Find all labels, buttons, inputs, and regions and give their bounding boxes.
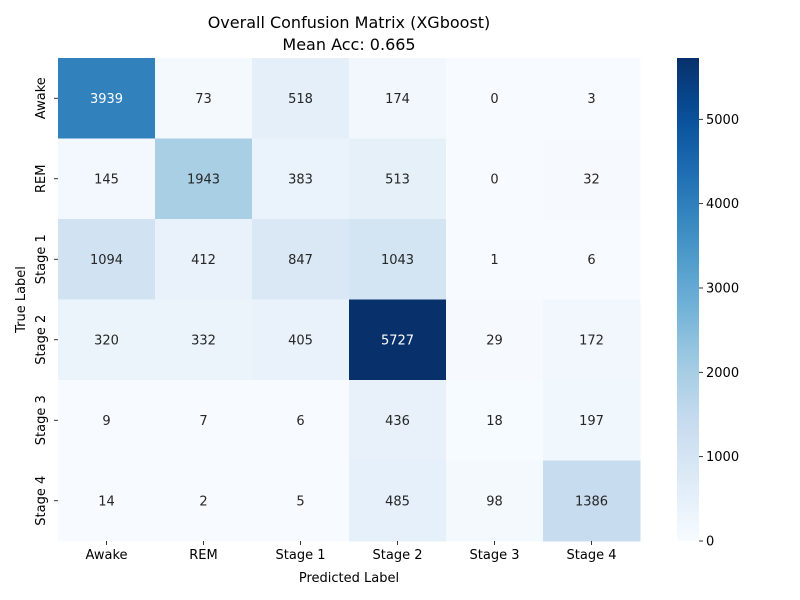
heatmap-cell: [543, 219, 641, 300]
heatmap-cell: [252, 219, 350, 300]
cell-value-label: 332: [191, 333, 216, 348]
cell-value-label: 1043: [381, 253, 414, 268]
y-tick-label: Stage 3: [34, 395, 49, 445]
cell-value-label: 14: [98, 494, 115, 509]
cell-value-label: 5727: [381, 333, 414, 348]
cell-value-label: 405: [288, 333, 313, 348]
y-tick-label: Stage 2: [34, 315, 49, 365]
heatmap-cell: [155, 380, 253, 461]
cell-value-label: 518: [288, 92, 313, 107]
cell-value-label: 9: [102, 414, 110, 429]
x-tick-label: REM: [189, 548, 217, 563]
colorbar-tick-label: 2000: [706, 366, 739, 381]
x-axis-label: Predicted Label: [299, 571, 399, 586]
heatmap-cell: [543, 58, 641, 139]
cell-value-label: 18: [486, 414, 503, 429]
heatmap-cell: [155, 460, 253, 542]
heatmap-cell: [543, 380, 641, 461]
x-tick-label: Stage 3: [470, 548, 520, 563]
x-tick-label: Stage 4: [567, 548, 617, 563]
heatmap-cell: [543, 299, 641, 381]
cell-value-label: 513: [385, 172, 410, 187]
cell-value-label: 172: [579, 333, 604, 348]
colorbar: [677, 58, 699, 541]
cell-value-label: 73: [195, 92, 212, 107]
cell-value-label: 5: [296, 494, 304, 509]
heatmap-cell: [349, 460, 447, 542]
heatmap-cell: [155, 219, 253, 300]
heatmap-cell: [58, 58, 156, 139]
heatmap-cell: [252, 58, 350, 139]
heatmap-cell: [58, 299, 156, 381]
cell-value-label: 320: [94, 333, 119, 348]
colorbar-tick-label: 0: [706, 535, 714, 550]
cell-value-label: 485: [385, 494, 410, 509]
cell-value-label: 6: [587, 253, 595, 268]
heatmap-cell: [543, 460, 641, 542]
y-tick-label: Stage 1: [34, 234, 49, 284]
cell-value-label: 847: [288, 253, 313, 268]
heatmap-cell: [252, 299, 350, 381]
chart-title: Overall Confusion Matrix (XGboost): [207, 13, 491, 32]
heatmap-cell: [349, 380, 447, 461]
heatmap-cell: [446, 138, 544, 220]
heatmap-cell: [155, 138, 253, 220]
heatmap-cell: [446, 219, 544, 300]
cell-value-label: 29: [486, 333, 503, 348]
x-tick-label: Stage 2: [373, 548, 423, 563]
cell-value-label: 3: [587, 92, 595, 107]
colorbar-tick-label: 5000: [706, 113, 739, 128]
cell-value-label: 6: [296, 414, 304, 429]
cell-value-label: 145: [94, 172, 119, 187]
cell-value-label: 1943: [187, 172, 220, 187]
cell-value-label: 174: [385, 92, 410, 107]
heatmap-cell: [446, 58, 544, 139]
cell-value-label: 32: [583, 172, 600, 187]
y-axis-label: True Label: [14, 266, 29, 334]
heatmap-cell: [543, 138, 641, 220]
heatmap-cell: [349, 219, 447, 300]
cell-value-label: 1: [490, 253, 498, 268]
cell-value-label: 7: [199, 414, 207, 429]
heatmap-cell: [58, 138, 156, 220]
cell-value-label: 0: [490, 92, 498, 107]
heatmap-cell: [252, 460, 350, 542]
chart-subtitle: Mean Acc: 0.665: [282, 35, 416, 54]
heatmap-cell: [155, 299, 253, 381]
x-tick-label: Stage 1: [276, 548, 326, 563]
y-tick-label: REM: [34, 165, 49, 193]
cell-value-label: 197: [579, 414, 604, 429]
heatmap-cell: [349, 138, 447, 220]
cell-value-label: 3939: [90, 92, 123, 107]
heatmap-cell: [446, 299, 544, 381]
x-tick-label: Awake: [85, 548, 127, 563]
heatmap-cell: [58, 460, 156, 542]
heatmap-cell: [446, 460, 544, 542]
colorbar-tick-label: 4000: [706, 197, 739, 212]
heatmap-cell: [155, 58, 253, 139]
y-tick-label: Awake: [34, 77, 49, 119]
heatmap-cell: [349, 299, 447, 381]
cell-value-label: 98: [486, 494, 503, 509]
heatmap-cell: [349, 58, 447, 139]
y-tick-label: Stage 4: [34, 476, 49, 526]
heatmap-cell: [252, 380, 350, 461]
cell-value-label: 1094: [90, 253, 123, 268]
cell-value-label: 383: [288, 172, 313, 187]
colorbar-tick-label: 3000: [706, 281, 739, 296]
heatmap-cell: [252, 138, 350, 220]
colorbar-tick-label: 1000: [706, 450, 739, 465]
cell-value-label: 0: [490, 172, 498, 187]
heatmap-cell: [58, 380, 156, 461]
cell-value-label: 1386: [575, 494, 608, 509]
heatmap-cell: [58, 219, 156, 300]
cell-value-label: 2: [199, 494, 207, 509]
cell-value-label: 436: [385, 414, 410, 429]
heatmap-cell: [446, 380, 544, 461]
cell-value-label: 412: [191, 253, 216, 268]
